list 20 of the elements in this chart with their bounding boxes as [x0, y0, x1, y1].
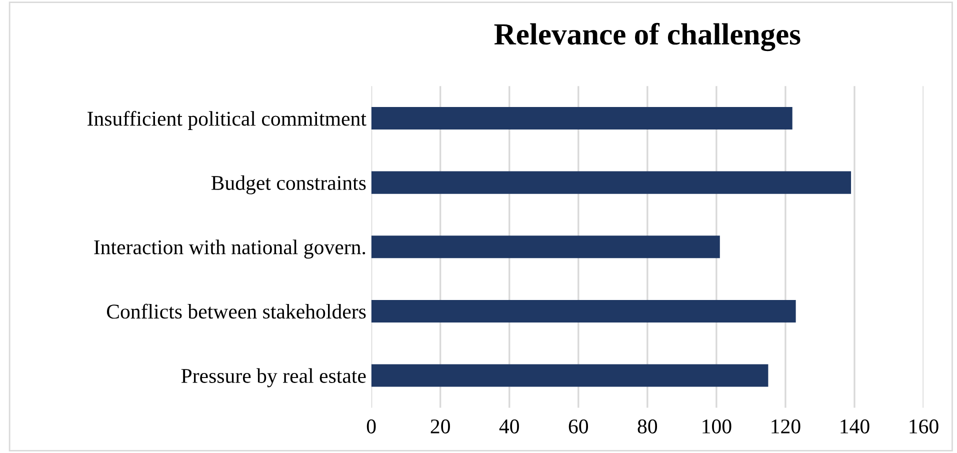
x-tick-label: 120 [772, 419, 800, 434]
chart-title: Relevance of challenges [494, 22, 800, 52]
y-tick-label: Budget constraints [211, 175, 366, 194]
x-tick-label: 60 [568, 419, 588, 434]
y-tick-label: Pressure by real estate [181, 368, 366, 388]
bar [371, 106, 792, 130]
x-tick-label: 160 [910, 419, 938, 434]
x-tick-label: 80 [638, 419, 658, 434]
bar [371, 171, 852, 194]
bar [371, 364, 768, 387]
x-tick-label: 40 [499, 419, 519, 434]
bar [371, 236, 720, 258]
x-tick-label: 0 [366, 419, 376, 434]
x-tick-label: 20 [430, 419, 450, 434]
y-tick-label: Interaction with national govern. [94, 240, 366, 259]
y-tick-label: Conflicts between stakeholders [106, 304, 366, 319]
x-tick-label: 100 [702, 419, 732, 434]
y-tick-label: Insufficient political commitment [88, 110, 366, 130]
x-tick-label: 140 [840, 419, 870, 434]
bar [371, 300, 796, 322]
